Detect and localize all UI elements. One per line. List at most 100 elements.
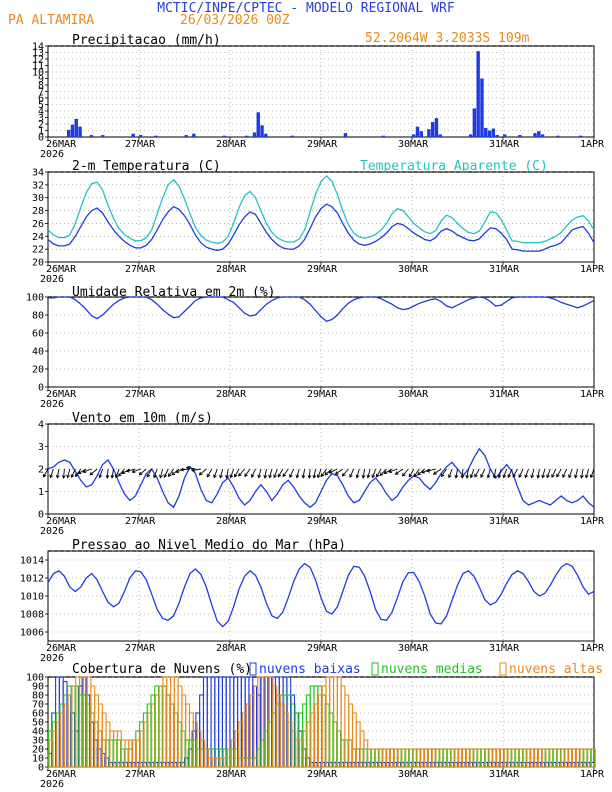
- wind-arrow-head: [244, 473, 248, 478]
- x-tick-label: 27MAR: [125, 769, 156, 780]
- x-tick-label: 30MAR: [398, 139, 429, 150]
- wind-arrow-head: [388, 469, 392, 474]
- x-tick-label: 26MAR: [46, 389, 77, 400]
- y-tick-label: 10: [32, 754, 44, 765]
- y-tick-label: 20: [32, 745, 44, 756]
- y-tick-label: 26: [32, 219, 44, 230]
- y-tick-label: 20: [32, 258, 44, 269]
- wind-arrow: [153, 468, 158, 478]
- wind-arrow: [493, 468, 497, 478]
- y-tick-label: 12: [32, 55, 44, 66]
- x-tick-label: 31MAR: [489, 139, 520, 150]
- wind-arrow-head: [213, 474, 217, 479]
- wind-arrow: [518, 468, 524, 478]
- panel-title: 2-m Temperatura (C): [72, 159, 221, 174]
- wind-arrow-head: [536, 474, 541, 479]
- wind-arrow-head: [118, 472, 122, 477]
- x-year-label: 2026: [40, 149, 64, 160]
- wind-arrow: [75, 468, 82, 477]
- wind-arrow: [71, 468, 76, 478]
- wind-arrow-head: [219, 474, 223, 479]
- y-tick-label: 80: [32, 311, 44, 322]
- wind-arrow-head: [474, 473, 478, 478]
- wind-arrow: [402, 468, 409, 477]
- wind-arrow: [372, 468, 377, 478]
- wind-arrow-head: [334, 471, 339, 475]
- x-tick-label: 26MAR: [46, 643, 77, 654]
- y-tick-label: 10: [32, 68, 44, 79]
- precip-bar: [192, 133, 196, 137]
- wind-arrow-head: [229, 474, 234, 479]
- wind-arrow: [388, 468, 398, 473]
- wind-arrow-head: [460, 475, 465, 479]
- precip-bar: [495, 135, 499, 137]
- wind-arrow-head: [277, 473, 282, 478]
- wind-arrow-head: [579, 474, 584, 479]
- x-tick-label: 30MAR: [398, 516, 429, 527]
- wind-arrow-head: [66, 474, 71, 479]
- wind-arrow-head: [556, 473, 560, 478]
- wind-arrow: [163, 468, 169, 478]
- y-tick-label: 50: [32, 718, 44, 729]
- wind-arrow-head: [185, 465, 190, 470]
- wind-arrow: [470, 468, 475, 478]
- wind-arrow: [126, 468, 136, 472]
- y-tick-label: 34: [32, 168, 44, 179]
- y-tick-label: 4: [38, 107, 44, 118]
- wind-arrow-head: [180, 467, 184, 472]
- precip-bar: [491, 128, 496, 137]
- x-tick-label: 30MAR: [398, 264, 429, 275]
- wind-arrow-head: [250, 474, 255, 478]
- wind-arrow: [342, 468, 349, 477]
- wind-arrow-head: [70, 474, 75, 478]
- precip-bar: [537, 131, 541, 137]
- precip-bar: [131, 133, 135, 137]
- wind-arrow-head: [175, 469, 180, 474]
- y-tick-label: 60: [32, 709, 44, 720]
- wind-arrow: [455, 468, 458, 478]
- wind-arrow-head: [589, 474, 594, 479]
- y-tick-label: 1: [38, 487, 44, 498]
- wind-arrow-head: [341, 472, 346, 477]
- legend-swatch: [249, 662, 257, 676]
- wind-arrow-head: [320, 473, 325, 478]
- wind-arrow-head: [371, 474, 376, 479]
- precip-bar: [434, 118, 439, 137]
- precip-bar: [578, 135, 583, 137]
- wind-arrow: [574, 468, 579, 478]
- y-tick-label: 22: [32, 245, 44, 256]
- wind-arrow-head: [163, 474, 168, 478]
- panel-clouds: Cobertura de Nuvens (%) 01020304050607080…: [26, 662, 605, 790]
- wind-arrow-head: [507, 474, 512, 478]
- precip-bar: [503, 134, 507, 137]
- y-tick-label: 32: [32, 180, 44, 191]
- x-tick-label: 28MAR: [216, 139, 247, 150]
- wind-arrow-head: [426, 468, 431, 473]
- wind-arrow: [206, 468, 213, 478]
- run-label: 26/03/2026 00Z: [180, 13, 290, 28]
- x-tick-label: 28MAR: [216, 643, 247, 654]
- y-tick-label: 2: [38, 465, 44, 476]
- wind-arrow-head: [379, 472, 384, 477]
- wind-arrow: [356, 468, 360, 478]
- x-tick-label: 1APR: [580, 643, 605, 654]
- wind-arrow-head: [574, 474, 578, 479]
- wind-arrow: [258, 468, 262, 478]
- precip-bar: [484, 127, 488, 137]
- wind-arrow-head: [75, 473, 79, 478]
- wind-arrow: [118, 468, 125, 477]
- series-line-temp-1: [47, 174, 595, 245]
- x-tick-label: 29MAR: [307, 139, 338, 150]
- y-tick-label: 30: [32, 193, 44, 204]
- wind-arrow-head: [512, 473, 516, 478]
- x-tick-label: 31MAR: [489, 769, 520, 780]
- wind-arrow-head: [312, 474, 317, 479]
- wind-arrow-head: [225, 474, 229, 479]
- panel-title: Cobertura de Nuvens (%): [72, 662, 252, 677]
- wind-arrow-head: [541, 474, 546, 479]
- wind-arrow: [106, 468, 109, 479]
- wind-arrow: [531, 468, 535, 478]
- legend-swatch: [371, 662, 379, 676]
